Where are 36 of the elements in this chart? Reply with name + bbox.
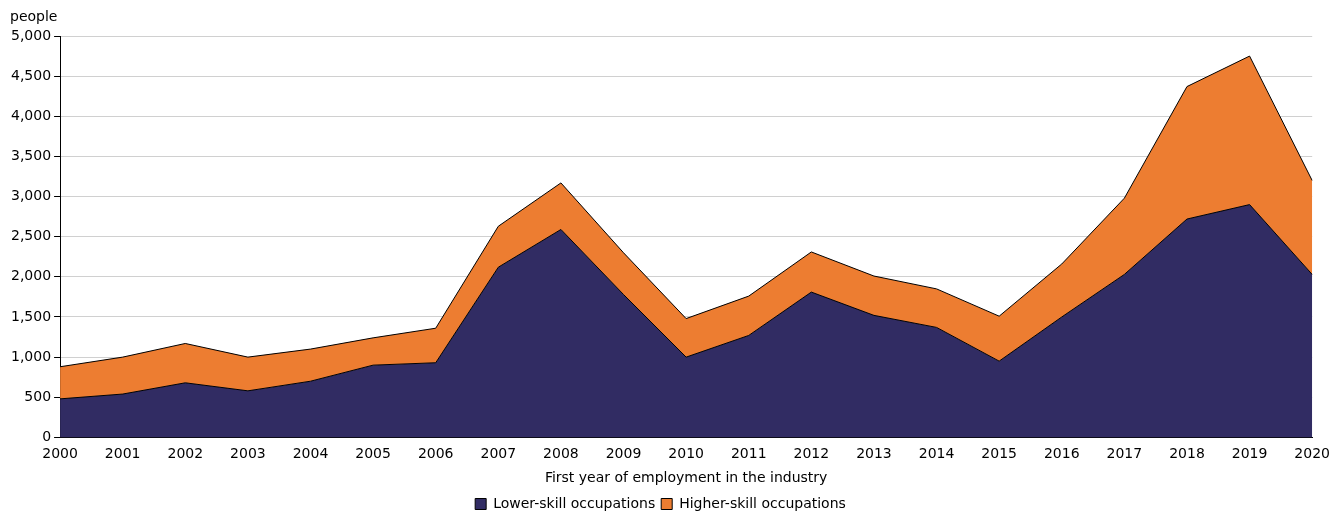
x-tick-label: 2001: [104, 445, 141, 462]
x-tick-label: 2004: [292, 445, 329, 462]
x-tick-label: 2014: [918, 445, 955, 462]
y-tick-label: 1,500: [10, 307, 52, 324]
x-tick-label: 2019: [1231, 445, 1268, 462]
x-tick-label: 2010: [668, 445, 704, 462]
x-tick-label: 2007: [480, 445, 517, 462]
legend-label: Higher-skill occupations: [679, 494, 846, 511]
x-tick-label: 2009: [605, 445, 642, 462]
x-tick-label: 2016: [1043, 445, 1080, 462]
x-tick-label: 2005: [355, 445, 391, 462]
x-tick-label: 2018: [1169, 445, 1205, 462]
y-tick-label: 4,500: [10, 66, 52, 83]
y-tick-label: 5,000: [10, 26, 52, 43]
legend-label: Lower-skill occupations: [493, 494, 656, 511]
x-tick-label: 2012: [793, 445, 830, 462]
y-axis-title: people: [10, 7, 58, 24]
x-tick-label: 2013: [856, 445, 892, 462]
x-axis-title: First year of employment in the industry: [544, 469, 828, 486]
x-tick-label: 2006: [417, 445, 454, 462]
y-tick-label: 3,000: [10, 187, 52, 204]
y-tick-label: 4,000: [10, 106, 52, 123]
y-tick-label: 2,500: [10, 227, 52, 244]
x-tick-label: 2011: [730, 445, 767, 462]
x-tick-label: 2003: [230, 445, 266, 462]
y-tick-label: 3,500: [10, 147, 52, 164]
y-tick-label: 0: [42, 428, 52, 445]
x-tick-label: 2017: [1106, 445, 1143, 462]
x-tick-label: 2002: [167, 445, 204, 462]
y-tick-label: 1,000: [10, 347, 52, 364]
y-tick-label: 2,000: [10, 267, 52, 284]
x-tick-label: 2000: [42, 445, 78, 462]
x-tick-label: 2020: [1294, 445, 1331, 462]
x-tick-label: 2008: [543, 445, 579, 462]
x-tick-label: 2015: [981, 445, 1017, 462]
y-tick-label: 500: [24, 387, 52, 404]
